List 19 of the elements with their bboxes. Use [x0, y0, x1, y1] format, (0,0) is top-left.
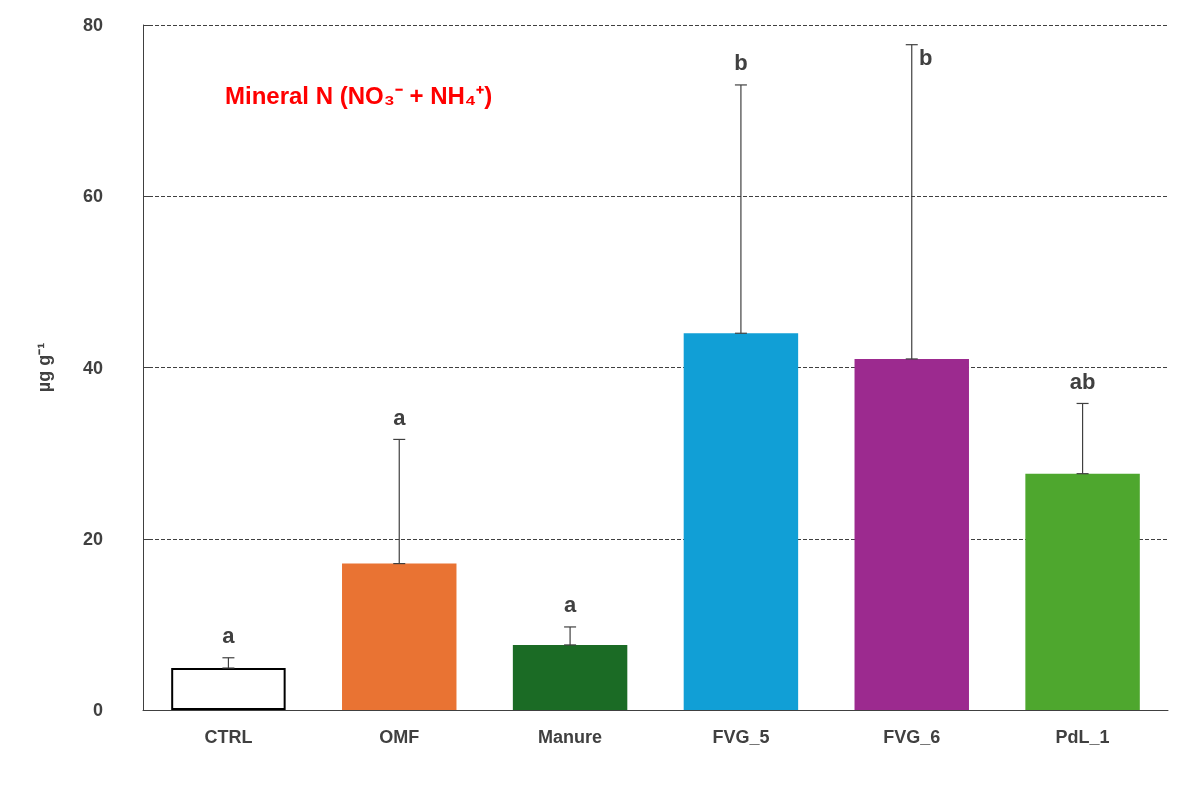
- annotation: a: [563, 592, 577, 618]
- annotation: a: [222, 623, 236, 649]
- annotation: ab: [1069, 368, 1096, 394]
- y-tick-label: 20: [82, 528, 103, 549]
- annotation: b: [919, 44, 933, 70]
- x-tick-label: Manure: [538, 727, 603, 747]
- annotation: b: [734, 50, 748, 76]
- x-tick-label: CTRL: [204, 727, 253, 747]
- x-tick-label: FVG_5: [712, 727, 770, 747]
- x-tick-label: PdL_1: [1055, 727, 1110, 747]
- x-tick-label: FVG_6: [883, 727, 941, 747]
- y-tick-label: 0: [92, 700, 103, 720]
- annotation: a: [393, 404, 407, 430]
- y-tick-label: 60: [82, 186, 103, 207]
- x-tick-label: OMF: [379, 727, 420, 747]
- y-axis-title: µg g⁻¹: [34, 342, 54, 393]
- text: Mineral N (NO₃⁻ + NH₄⁺): [225, 81, 493, 109]
- y-tick-label: 80: [82, 15, 103, 35]
- y-tick-label: 40: [82, 357, 103, 378]
